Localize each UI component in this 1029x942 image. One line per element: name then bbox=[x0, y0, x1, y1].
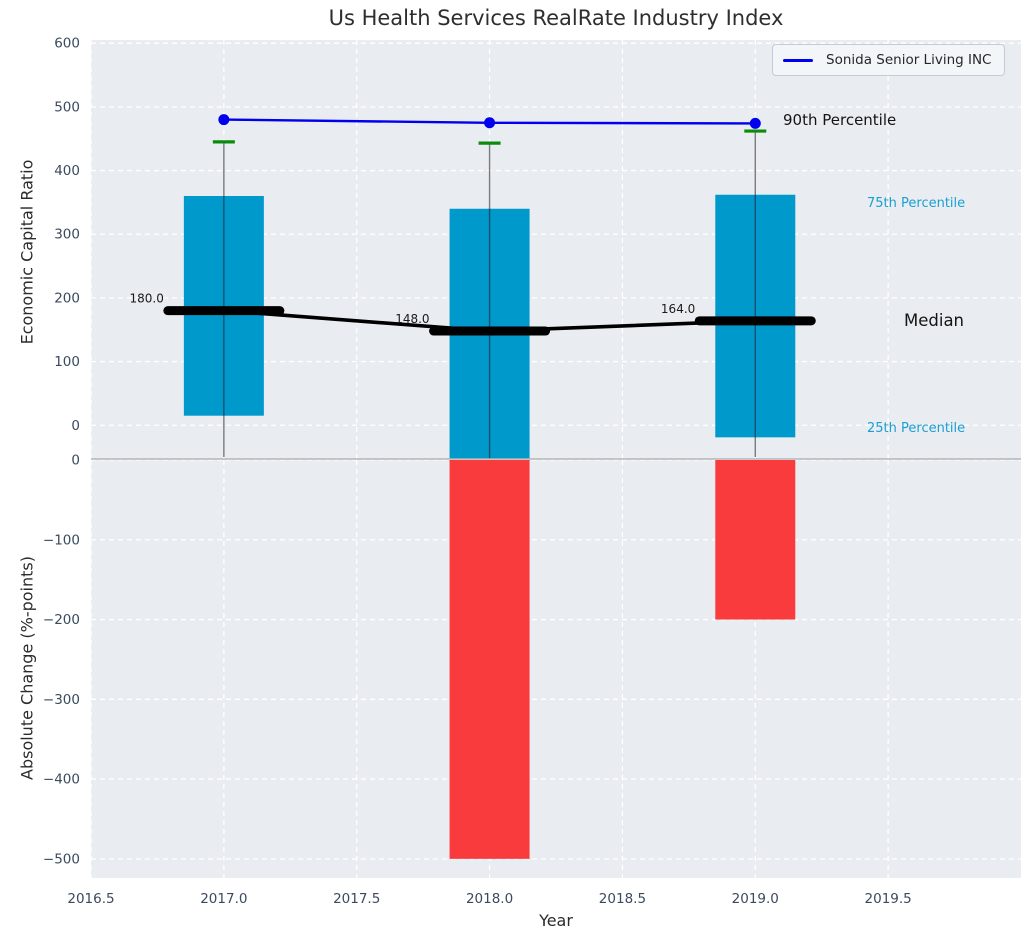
y-tick-label-bottom: −500 bbox=[43, 851, 80, 867]
y-tick-label-bottom: −300 bbox=[43, 692, 80, 708]
company-point-2017 bbox=[218, 114, 230, 126]
y-tick-label-top: 600 bbox=[54, 36, 80, 52]
x-tick-label: 2018.5 bbox=[599, 891, 646, 907]
y-tick-label-bottom: 0 bbox=[71, 453, 80, 469]
company-point-2019 bbox=[749, 117, 761, 129]
x-axis-label: Year bbox=[539, 911, 573, 930]
y-tick-label-top: 0 bbox=[71, 418, 80, 434]
y-tick-label-top: 300 bbox=[54, 227, 80, 243]
y-tick-label-bottom: −100 bbox=[43, 532, 80, 548]
change-bar-2019 bbox=[715, 460, 796, 620]
y-tick-label-top: 400 bbox=[54, 163, 80, 179]
annotation-median: Median bbox=[904, 311, 965, 330]
x-tick-label: 2016.5 bbox=[67, 891, 114, 907]
legend-label: Sonida Senior Living INC bbox=[826, 52, 992, 68]
median-value-label-2019: 164.0 bbox=[661, 302, 695, 316]
median-value-label-2018: 148.0 bbox=[395, 312, 429, 326]
annotation-25th-percentile: 25th Percentile bbox=[867, 421, 966, 436]
y-tick-label-bottom: −400 bbox=[43, 772, 80, 788]
x-tick-label: 2018.0 bbox=[466, 891, 513, 907]
y-tick-label-bottom: −200 bbox=[43, 612, 80, 628]
y-tick-label-top: 100 bbox=[54, 354, 80, 370]
plot-area-bottom bbox=[91, 460, 1021, 878]
y-axis-label-bottom: Absolute Change (%-points) bbox=[17, 556, 37, 780]
company-point-2018 bbox=[484, 117, 496, 129]
chart-title: Us Health Services RealRate Industry Ind… bbox=[328, 6, 784, 30]
legend-line-icon bbox=[783, 58, 813, 62]
y-axis-label-top: Economic Capital Ratio bbox=[17, 159, 37, 345]
x-tick-label: 2019.5 bbox=[865, 891, 912, 907]
y-tick-label-top: 200 bbox=[54, 290, 80, 306]
y-tick-label-top: 500 bbox=[54, 99, 80, 115]
annotation-75th-percentile: 75th Percentile bbox=[867, 196, 966, 211]
median-value-label-2017: 180.0 bbox=[129, 292, 163, 306]
x-tick-label: 2019.0 bbox=[732, 891, 779, 907]
change-bar-2018 bbox=[449, 460, 530, 859]
annotation-90th-percentile: 90th Percentile bbox=[783, 111, 897, 129]
legend: Sonida Senior Living INC bbox=[772, 44, 1005, 76]
x-tick-label: 2017.5 bbox=[333, 891, 380, 907]
x-tick-label: 2017.0 bbox=[200, 891, 247, 907]
